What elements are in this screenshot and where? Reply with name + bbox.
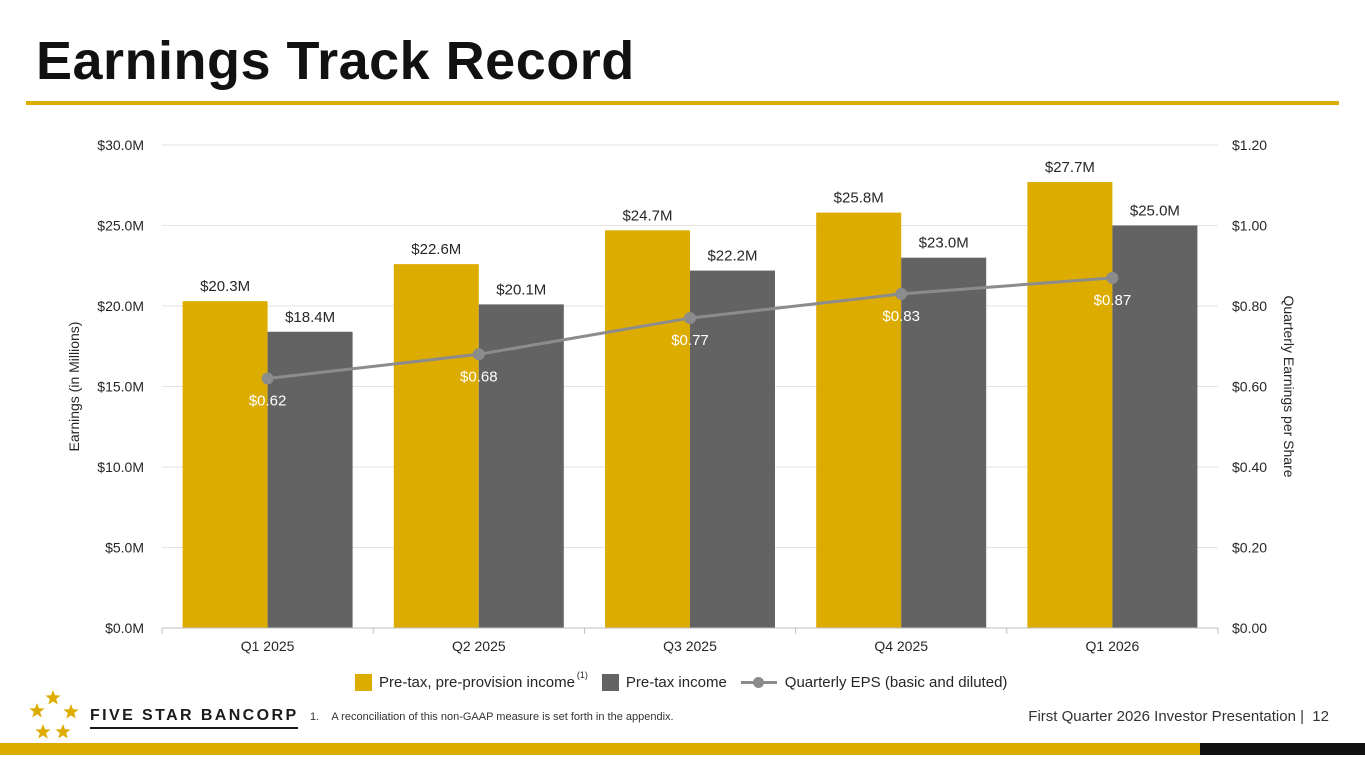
- x-tick-label: Q4 2025: [874, 638, 928, 654]
- footer-bar-black: [1200, 743, 1365, 755]
- y-tick-label: $10.0M: [97, 459, 144, 475]
- y2-tick-label: $0.20: [1232, 540, 1267, 556]
- legend-label-pretax: Pre-tax income: [625, 674, 727, 691]
- bar-data-label: $22.2M: [707, 248, 757, 265]
- bar-data-label: $20.1M: [496, 281, 546, 298]
- eps-point: [261, 372, 274, 385]
- bar-data-label: $24.7M: [622, 207, 672, 224]
- page-title: Earnings Track Record: [36, 31, 635, 91]
- x-tick-label: Q1 2025: [241, 638, 295, 654]
- y-tick-label: $30.0M: [97, 137, 144, 153]
- y-tick-label: $25.0M: [97, 218, 144, 234]
- legend-item-eps: Quarterly EPS (basic and diluted): [740, 674, 1008, 691]
- bar-ppi: [816, 212, 902, 628]
- eps-data-label: $0.77: [671, 332, 709, 349]
- star-logo-icon: [29, 690, 79, 739]
- bar-pretax: [1112, 225, 1198, 628]
- eps-data-label: $0.87: [1094, 292, 1132, 309]
- eps-point: [472, 348, 485, 361]
- footer-bar-gold: [0, 743, 1200, 755]
- x-tick-label: Q2 2025: [452, 638, 506, 654]
- bar-pretax: [267, 331, 353, 628]
- eps-point: [684, 312, 696, 325]
- bar-data-label: $23.0M: [919, 235, 969, 252]
- chart-legend: Pre-tax, pre-provision income (1) Pre-ta…: [355, 670, 1021, 691]
- bar-data-label: $27.7M: [1045, 159, 1095, 176]
- y-tick-label: $15.0M: [97, 379, 144, 395]
- company-logo-text: FIVE STAR BANCORP: [90, 707, 299, 724]
- y2-tick-label: $0.00: [1232, 620, 1267, 636]
- y2-tick-label: $0.80: [1232, 298, 1267, 314]
- bar-ppi: [182, 301, 268, 628]
- bar-pretax: [478, 304, 564, 628]
- logo-underline: [90, 727, 298, 729]
- eps-data-label: $0.68: [460, 368, 498, 385]
- legend-swatch-line: [740, 674, 777, 691]
- legend-label-eps: Quarterly EPS (basic and diluted): [784, 674, 1008, 691]
- bar-data-label: $20.3M: [200, 278, 250, 295]
- y2-tick-label: $0.60: [1232, 379, 1267, 395]
- y-tick-label: $0.0M: [105, 620, 144, 636]
- bar-data-label: $22.6M: [411, 241, 461, 258]
- y2-tick-label: $1.00: [1232, 218, 1267, 234]
- eps-data-label: $0.83: [882, 308, 920, 325]
- bar-ppi: [605, 230, 690, 628]
- bar-pretax: [901, 257, 987, 628]
- bar-data-label: $25.8M: [834, 190, 884, 207]
- eps-data-label: $0.62: [249, 392, 287, 409]
- legend-superscript: (1): [576, 669, 588, 680]
- x-tick-label: Q3 2025: [663, 638, 717, 654]
- legend-item-pretax: Pre-tax income: [601, 674, 727, 691]
- bar-pretax: [690, 270, 775, 628]
- y2-axis-title: Quarterly Earnings per Share: [1281, 295, 1297, 477]
- footer-presentation-title: First Quarter 2026 Investor Presentation…: [1028, 708, 1329, 725]
- y2-tick-label: $1.20: [1232, 137, 1267, 153]
- bar-data-label: $18.4M: [285, 309, 335, 326]
- footnote: 1. A reconciliation of this non-GAAP mea…: [310, 711, 674, 723]
- eps-point: [1106, 271, 1119, 284]
- y-axis-title: Earnings (in Millions): [66, 322, 82, 452]
- bar-ppi: [1027, 182, 1113, 628]
- legend-swatch-gold: [355, 674, 372, 691]
- legend-swatch-gray: [601, 674, 619, 691]
- bar-ppi: [393, 264, 479, 628]
- y-tick-label: $20.0M: [97, 298, 144, 314]
- bar-data-label: $25.0M: [1130, 203, 1180, 220]
- title-underline: [26, 101, 1339, 105]
- y-tick-label: $5.0M: [105, 540, 144, 556]
- legend-label-ppi: Pre-tax, pre-provision income: [379, 674, 575, 691]
- x-tick-label: Q1 2026: [1086, 638, 1140, 654]
- eps-point: [895, 287, 908, 300]
- legend-item-ppi: Pre-tax, pre-provision income (1): [355, 670, 588, 691]
- y2-tick-label: $0.40: [1232, 459, 1267, 475]
